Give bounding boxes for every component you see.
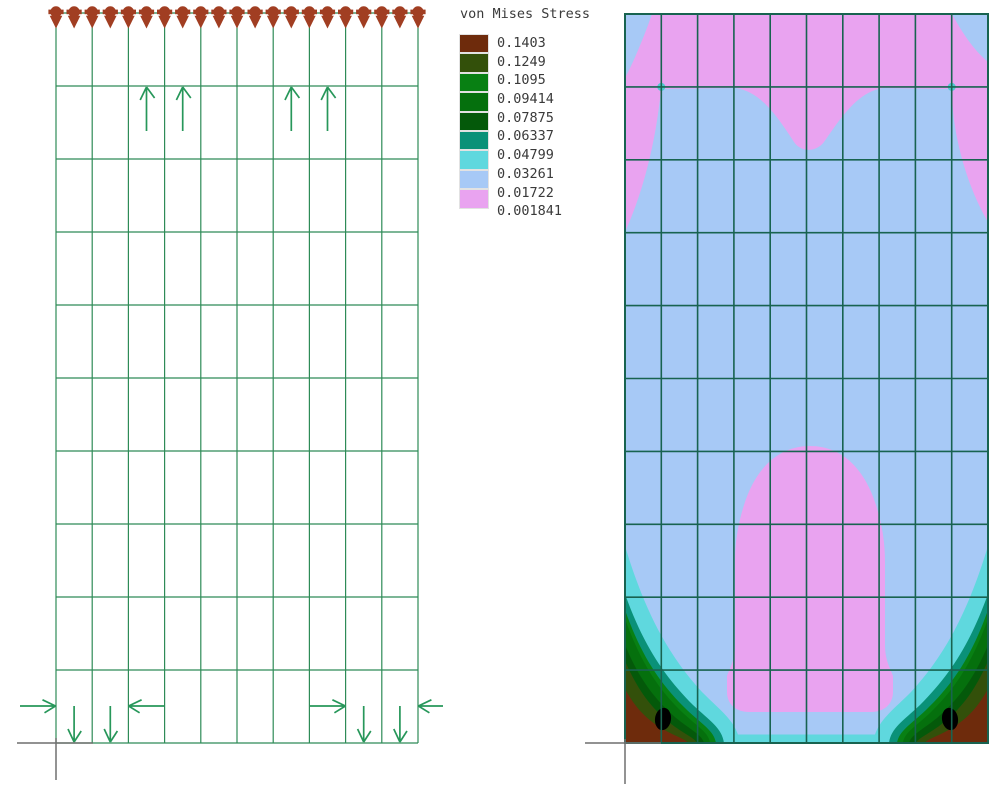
legend-swatch <box>459 169 489 190</box>
up-arrow <box>175 86 192 131</box>
legend-value: 0.1095 <box>497 72 546 89</box>
legend-swatch <box>459 150 489 170</box>
legend-swatch <box>459 111 489 131</box>
legend-value: 0.04799 <box>497 147 554 164</box>
right-arrow <box>20 699 56 714</box>
legend-value: 0.01722 <box>497 184 554 201</box>
left-mesh-grid <box>55 12 419 744</box>
pin-support <box>193 6 209 29</box>
legend-swatches <box>459 34 489 221</box>
legend-swatch <box>459 189 489 209</box>
upward-load-arrows <box>139 86 337 131</box>
pin-support <box>338 6 354 29</box>
legend-value: 0.001841 <box>497 203 563 220</box>
legend-value: 0.07875 <box>497 109 554 126</box>
legend-swatch <box>459 53 489 73</box>
roller-supports <box>48 6 426 29</box>
right-arrow <box>310 699 346 714</box>
bottom-cyan-strip <box>737 734 884 743</box>
left-origin-axes <box>17 738 93 780</box>
pin-support <box>211 6 227 29</box>
legend-value: 0.1249 <box>497 53 546 70</box>
pin-support <box>356 6 372 29</box>
legend-title: von Mises Stress <box>460 6 591 22</box>
pin-support <box>410 6 426 29</box>
pin-support <box>66 6 82 29</box>
contour-border <box>624 13 989 744</box>
pin-support <box>102 6 118 29</box>
up-arrow <box>320 86 337 131</box>
left-arrow <box>417 699 443 714</box>
mesh-panel <box>17 6 443 780</box>
up-arrow <box>284 86 301 131</box>
left-arrow <box>128 699 164 714</box>
down-arrow <box>393 706 408 743</box>
pin-support <box>48 6 64 29</box>
legend-swatch <box>459 92 489 112</box>
legend-value: 0.1403 <box>497 35 546 51</box>
legend-value: 0.09414 <box>497 91 554 108</box>
pin-support <box>120 6 136 29</box>
pin-support <box>374 6 390 29</box>
pin-support <box>265 6 281 29</box>
legend-body: 0.1403 0.1249 0.1095 0.09414 0.07875 0.06337 0… <box>459 34 590 221</box>
bottom-load-arrows <box>20 699 443 743</box>
pin-support <box>229 6 245 29</box>
low-stress-central-region <box>727 446 893 712</box>
pin-support <box>392 6 408 29</box>
legend-value: 0.06337 <box>497 128 554 145</box>
stress-legend: von Mises Stress 0.1403 0.1249 0.1095 0.094… <box>459 6 590 221</box>
pin-support <box>138 6 155 29</box>
pin-support <box>157 6 173 29</box>
down-arrow <box>356 706 372 743</box>
pin-support <box>247 6 263 29</box>
pin-support <box>319 6 336 29</box>
up-arrow <box>139 86 156 131</box>
pin-support <box>175 6 191 29</box>
pin-support <box>84 6 100 29</box>
down-arrow <box>67 706 82 743</box>
legend-swatch <box>459 72 489 93</box>
down-arrow <box>103 706 119 743</box>
legend-swatch <box>459 34 489 54</box>
right-origin-axes <box>585 739 661 784</box>
contour-panel <box>585 13 989 784</box>
pin-support <box>283 6 299 29</box>
legend-value: 0.03261 <box>497 165 554 182</box>
legend-values: 0.1403 0.1249 0.1095 0.09414 0.07875 0.06337 0… <box>497 34 562 221</box>
pin-support <box>301 6 317 29</box>
legend-swatch <box>459 130 489 151</box>
